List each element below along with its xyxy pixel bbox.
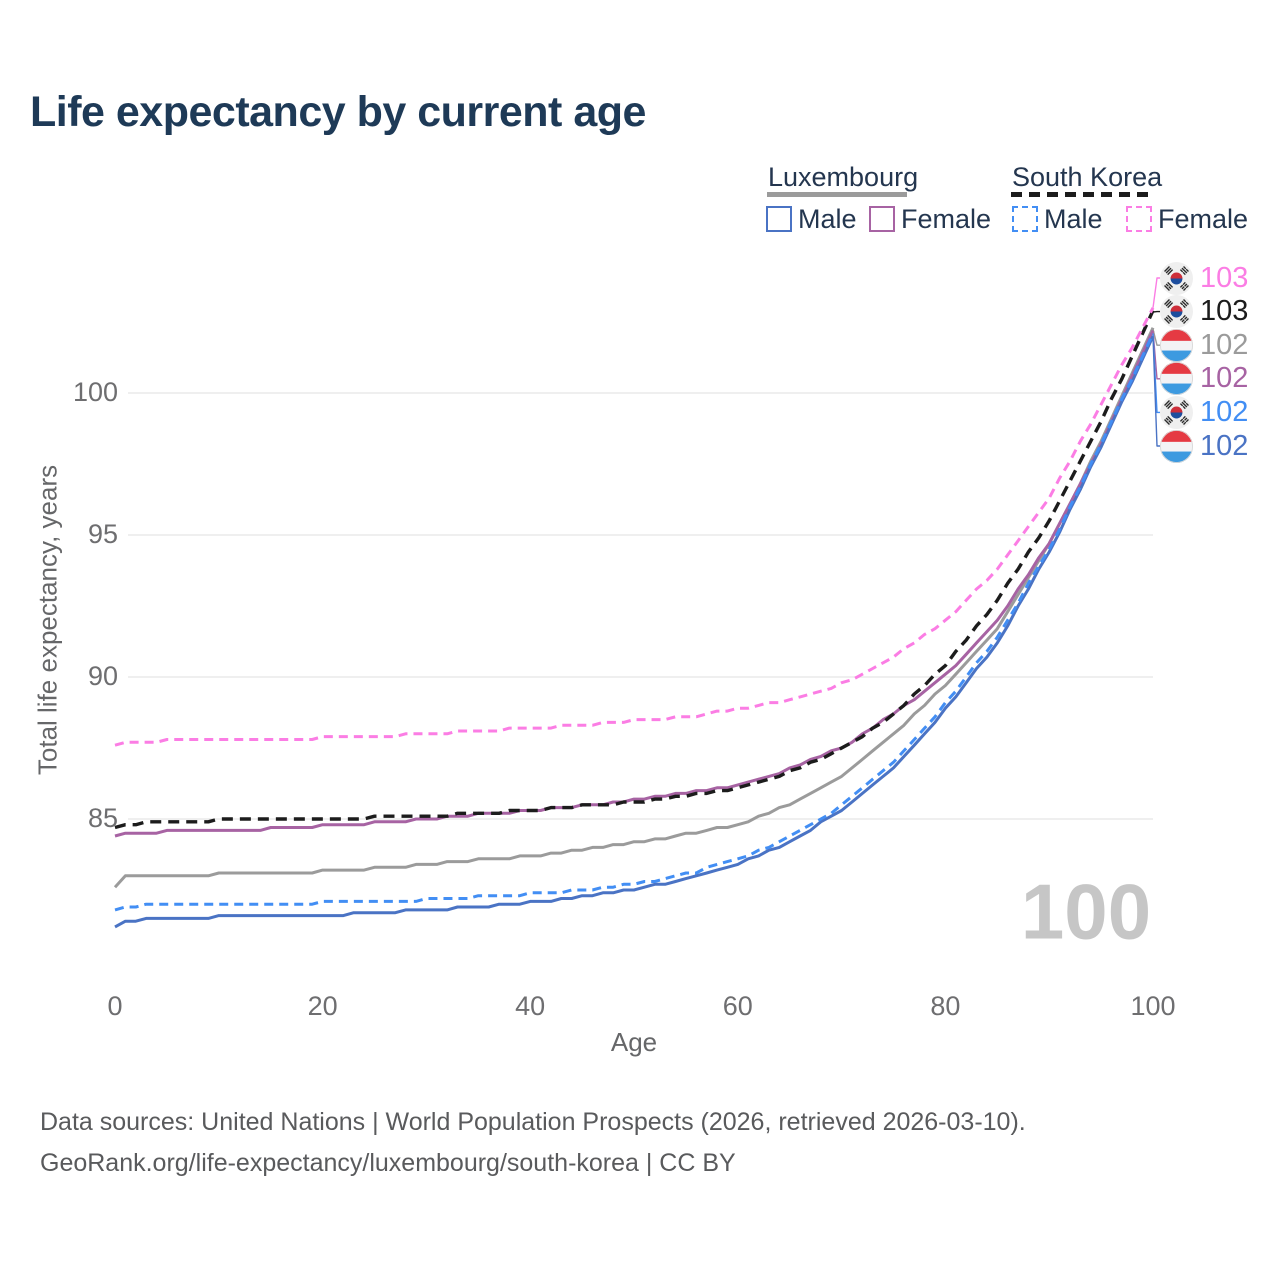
legend-label: Male <box>1044 203 1103 234</box>
footer-attribution: GeoRank.org/life-expectancy/luxembourg/s… <box>40 1149 736 1177</box>
end-label-south-korea-female: 103 <box>1160 261 1248 295</box>
series-line-luxembourg-female <box>114 329 1155 838</box>
legend-item-south-korea-female[interactable]: Female <box>1126 203 1249 234</box>
y-tick-100: 100 <box>72 377 118 407</box>
south-korea-flag-icon <box>1160 262 1193 295</box>
legend-underline-south-korea <box>1011 192 1149 197</box>
series-line-south-korea-male <box>114 332 1155 912</box>
legend-item-luxembourg-male[interactable]: Male <box>766 203 857 234</box>
south-korea-flag-icon <box>1160 295 1193 328</box>
luxembourg-flag-icon <box>1160 362 1193 395</box>
end-label-south-korea-male: 102 <box>1160 395 1248 429</box>
footer-data-sources: Data sources: United Nations | World Pop… <box>40 1108 1026 1136</box>
end-label-value: 102 <box>1200 395 1249 428</box>
leader-line-kr-1 <box>1152 310 1160 313</box>
y-tick-85: 85 <box>87 803 118 833</box>
legend-label: Female <box>901 203 992 234</box>
y-tick-95: 95 <box>87 519 118 549</box>
x-tick-0: 0 <box>107 991 123 1021</box>
series-line-south-korea-both-sexes <box>114 309 1155 830</box>
x-tick-60: 60 <box>722 991 753 1021</box>
end-label-value: 103 <box>1200 295 1249 328</box>
legend-swatch-luxembourg-female <box>869 206 895 232</box>
luxembourg-flag-icon <box>1160 329 1193 362</box>
luxembourg-flag-icon <box>1160 430 1193 463</box>
end-label-luxembourg-both-sexes: 102 <box>1160 328 1248 362</box>
end-label-value: 102 <box>1200 362 1249 395</box>
end-label-south-korea-both-sexes: 103 <box>1160 295 1248 329</box>
end-label-value: 102 <box>1200 429 1249 462</box>
x-tick-40: 40 <box>515 991 546 1021</box>
leader-line-lu-5 <box>1152 336 1160 447</box>
legend-group-south-korea[interactable]: South Korea <box>1012 162 1163 192</box>
legend-swatch-south-korea-female <box>1126 206 1152 232</box>
legend-item-south-korea-male[interactable]: Male <box>1012 203 1103 234</box>
legend-swatch-luxembourg-male <box>766 206 792 232</box>
legend-label: Male <box>798 203 857 234</box>
x-tick-80: 80 <box>930 991 961 1021</box>
age-watermark: 100 <box>1020 867 1152 956</box>
end-label-luxembourg-female: 102 <box>1160 362 1248 396</box>
x-axis-title: Age <box>610 1027 658 1057</box>
page-title: Life expectancy by current age <box>30 88 646 136</box>
x-tick-20: 20 <box>307 991 338 1021</box>
legend-label: Female <box>1158 203 1249 234</box>
x-tick-100: 100 <box>1130 991 1176 1021</box>
series-line-south-korea-female <box>114 307 1155 747</box>
end-label-luxembourg-male: 102 <box>1160 429 1248 463</box>
end-label-value: 102 <box>1200 328 1249 361</box>
leader-line-kr-0 <box>1152 277 1160 308</box>
leader-line-lu-2 <box>1152 328 1160 346</box>
legend-underline-luxembourg <box>767 192 907 197</box>
legend-group-luxembourg[interactable]: Luxembourg <box>768 162 919 192</box>
end-label-value: 103 <box>1200 261 1249 294</box>
y-tick-90: 90 <box>87 661 118 691</box>
series-line-luxembourg-both-sexes <box>113 327 1155 889</box>
south-korea-flag-icon <box>1160 396 1193 429</box>
series-line-luxembourg-male <box>114 335 1155 929</box>
legend-item-luxembourg-female[interactable]: Female <box>869 203 992 234</box>
legend-swatch-south-korea-male <box>1012 206 1038 232</box>
